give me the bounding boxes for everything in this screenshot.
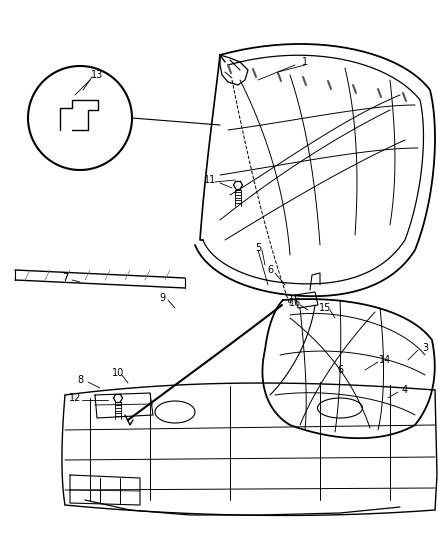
Text: 6: 6 [336, 365, 342, 375]
Text: 10: 10 [112, 368, 124, 378]
Text: 6: 6 [266, 265, 272, 275]
Text: 13: 13 [91, 70, 103, 80]
Text: 1: 1 [301, 57, 307, 67]
Text: 8: 8 [77, 375, 83, 385]
Text: 3: 3 [421, 343, 427, 353]
Text: 5: 5 [254, 243, 261, 253]
Text: 11: 11 [203, 175, 215, 185]
Text: 9: 9 [159, 293, 165, 303]
Text: 14: 14 [378, 355, 390, 365]
Text: 16: 16 [288, 298, 300, 308]
Text: 12: 12 [69, 393, 81, 403]
Text: 7: 7 [62, 273, 68, 283]
Text: 4: 4 [401, 385, 407, 395]
Text: 15: 15 [318, 303, 330, 313]
